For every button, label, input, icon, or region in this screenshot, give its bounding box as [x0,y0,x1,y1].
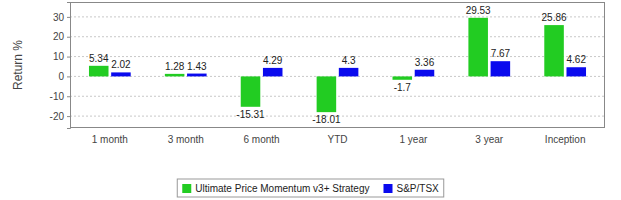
data-label: -1.7 [394,82,412,93]
x-tick-label: 1 year [399,134,427,145]
grid [70,17,605,116]
plot-frame [71,3,605,128]
bars [89,18,586,112]
data-label: -15.31 [236,109,265,120]
x-tick-label: 3 month [168,134,204,145]
y-tick-label: 10 [53,51,65,62]
bar [111,72,131,76]
plot-background [70,2,605,128]
data-label: 4.62 [567,54,587,65]
bar [317,76,337,112]
bar [165,74,185,77]
data-labels: 5.34 1.28 -15.31 -18.01 -1.7 29.53 25.86 2.02 1.… [89,5,586,125]
data-label: 3.36 [415,57,435,68]
y-tick: -10 [50,91,70,102]
bar [491,61,511,76]
data-label: 7.67 [491,48,511,59]
y-tick-mark [67,96,70,97]
x-tick-label: 3 year [475,134,503,145]
bar [544,25,564,76]
y-axis-line [67,3,71,129]
data-label: 4.29 [263,55,283,66]
bar [339,68,359,77]
y-tick-mark [67,76,70,77]
x-axis: 1 month 3 month 6 month YTD 1 year 3 year Ince… [92,134,586,145]
bar [566,67,586,76]
y-tick: 30 [53,12,70,23]
y-tick: 0 [58,71,70,82]
bar [89,66,109,77]
bar [415,70,435,77]
data-label: 1.43 [187,61,207,72]
data-label: 29.53 [466,5,491,16]
data-label: -18.01 [312,114,341,125]
x-tick-label: Inception [545,134,586,145]
legend: Ultimate Price Momentum v3+ Strategy S&P/… [177,179,443,197]
legend-swatch [383,184,392,193]
data-label: 2.02 [111,59,131,70]
legend-box [177,179,443,197]
y-tick-label: 20 [53,31,65,42]
bar [393,76,413,79]
y-tick-mark [67,37,70,38]
bar [187,74,207,77]
grid-line [70,56,605,57]
legend-swatch [182,184,191,193]
y-tick-mark [67,57,70,58]
data-label: 1.28 [165,61,185,72]
bar [241,76,261,106]
y-tick-label: -20 [50,111,65,122]
grid-line [70,16,605,17]
y-tick: 10 [53,51,70,62]
legend-label: Ultimate Price Momentum v3+ Strategy [195,183,369,194]
data-label: 5.34 [89,53,109,64]
data-label: 25.86 [542,12,567,23]
grid-line [70,36,605,37]
y-tick-label: 30 [53,12,65,23]
chart: -20 -10 0 10 20 30 1 month 3 month 6 month YTD 1 y… [0,0,621,200]
bar [263,68,283,77]
legend-item: Ultimate Price Momentum v3+ Strategy [182,183,369,194]
x-tick-label: YTD [328,134,348,145]
y-axis-title: Return % [11,40,25,90]
y-tick-label: -10 [50,91,65,102]
x-tick-label: 1 month [92,134,128,145]
y-axis: -20 -10 0 10 20 30 [50,3,71,129]
y-tick-mark [67,116,70,117]
grid-line [70,76,605,77]
bar [468,18,488,77]
y-tick-mark [67,17,70,18]
y-tick-label: 0 [58,71,64,82]
grid-line [70,96,605,97]
y-tick: -20 [50,111,70,122]
data-label: 4.3 [342,55,356,66]
legend-item: S&P/TSX [383,183,439,194]
x-tick-label: 6 month [244,134,280,145]
legend-label: S&P/TSX [396,183,439,194]
y-tick: 20 [53,31,70,42]
